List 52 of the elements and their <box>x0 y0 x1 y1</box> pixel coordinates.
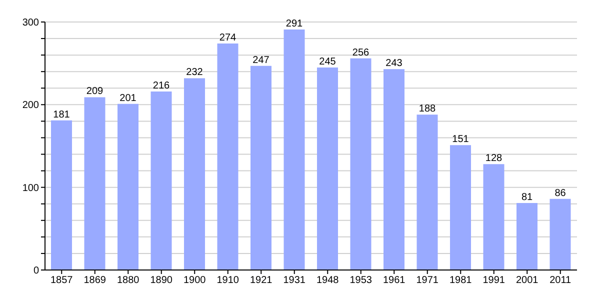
data-label: 81 <box>521 192 533 204</box>
bar <box>118 104 138 270</box>
data-label: 243 <box>386 58 403 70</box>
x-tick-label: 1953 <box>350 275 372 286</box>
x-tick-label: 1880 <box>117 275 140 286</box>
bar <box>350 58 372 270</box>
data-label: 181 <box>53 109 70 120</box>
bar <box>250 66 272 270</box>
data-label: 291 <box>286 18 304 30</box>
y-tick-label: 100 <box>22 182 40 194</box>
data-label: 151 <box>452 134 470 146</box>
x-tick-label: 1971 <box>416 275 439 286</box>
data-label: 232 <box>186 67 204 78</box>
data-label: 188 <box>418 104 436 115</box>
bar <box>184 78 205 270</box>
x-tick-label: 1931 <box>283 275 306 286</box>
bar <box>384 69 404 270</box>
y-tick-label: 0 <box>33 266 40 277</box>
x-tick-label: 2001 <box>516 275 539 286</box>
x-tick-label: 1961 <box>383 275 406 286</box>
x-tick-label: 1921 <box>250 275 273 286</box>
x-tick-label: 1900 <box>184 275 206 286</box>
data-label: 256 <box>352 47 370 58</box>
x-tick-label: 1991 <box>482 275 506 286</box>
bar <box>516 203 538 270</box>
data-label: 247 <box>252 54 270 66</box>
bar <box>416 114 438 270</box>
bar <box>483 164 504 270</box>
x-tick-label: 1869 <box>84 275 106 286</box>
bar <box>550 198 571 270</box>
y-tick-label: 200 <box>22 100 40 112</box>
x-tick-label: 1948 <box>316 275 340 286</box>
bar <box>450 145 471 270</box>
bar <box>217 43 238 270</box>
data-label: 201 <box>120 92 137 104</box>
x-tick-label: 1857 <box>50 275 74 286</box>
bar <box>150 91 172 270</box>
bar <box>317 67 338 270</box>
data-label: 216 <box>152 80 170 92</box>
bar <box>51 120 72 270</box>
bar <box>84 97 106 270</box>
x-tick-label: 1890 <box>150 275 173 286</box>
bar <box>284 29 305 270</box>
data-label: 86 <box>554 188 566 199</box>
x-tick-label: 2011 <box>550 275 572 286</box>
data-label: 128 <box>485 153 503 164</box>
y-tick-label: 300 <box>22 18 40 29</box>
data-label: 209 <box>86 86 104 98</box>
data-label: 274 <box>219 32 237 44</box>
x-tick-label: 1910 <box>216 275 240 286</box>
data-label: 245 <box>319 56 336 68</box>
x-tick-label: 1981 <box>450 275 472 286</box>
